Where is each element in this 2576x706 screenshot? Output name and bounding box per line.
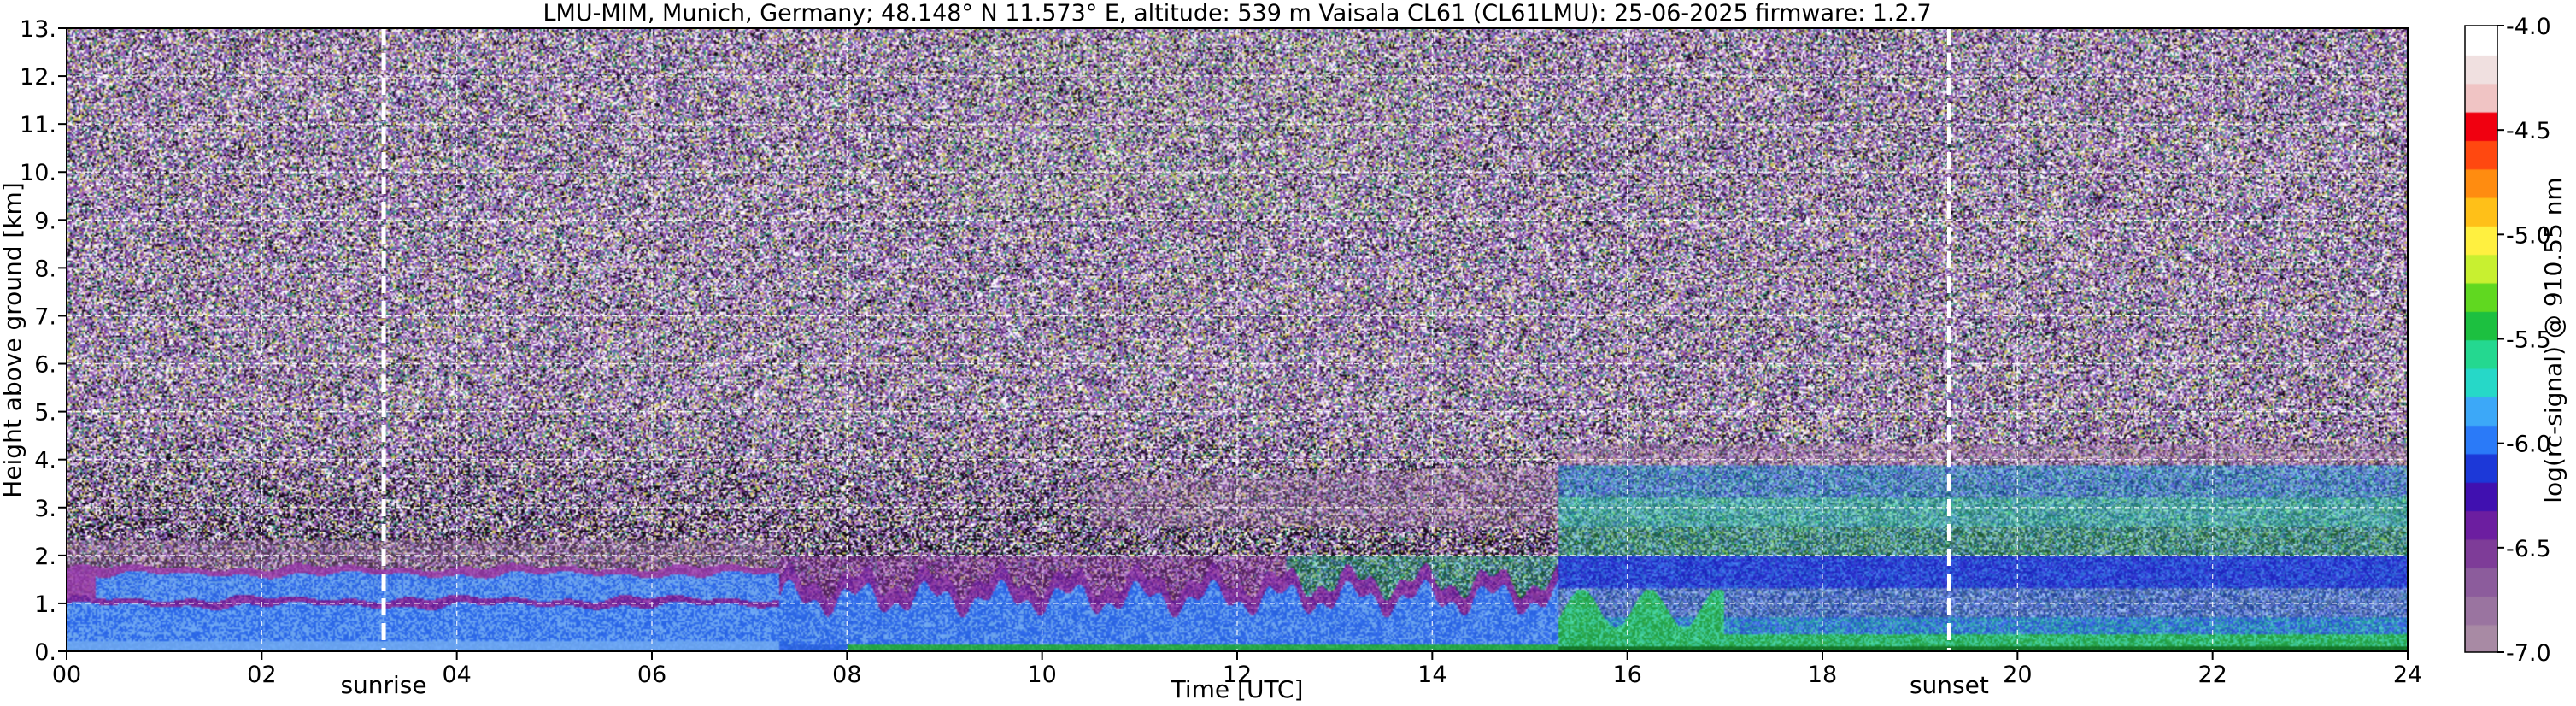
y-ticks: 0. 1. 2. 3. 4. 5. 6. 7. 8. 9. 10. 11. 12. 13.: [20, 16, 67, 666]
colorbar-tick-label: -5.0: [2506, 222, 2551, 249]
x-tick-label: 08: [832, 662, 861, 688]
x-tick-label: 18: [1808, 662, 1837, 688]
x-tick-label: 22: [2198, 662, 2227, 688]
colorbar-ticks: -7.0 -6.5 -6.0 -5.5 -5.0 -4.5 -4.0: [2497, 14, 2551, 667]
y-tick-label: 10.: [20, 160, 56, 186]
colorbar-tick-label: -6.5: [2506, 536, 2551, 562]
y-tick-label: 2.: [34, 544, 56, 570]
colorbar-tick-label: -4.5: [2506, 118, 2551, 144]
y-tick-label: 8.: [34, 256, 56, 282]
y-axis-label: Height above ground [km]: [0, 182, 26, 498]
grid-lines: [67, 28, 2408, 651]
colorbar-label: log(rc-signal) @ 910.55 nm: [2539, 177, 2567, 503]
x-tick-label: 06: [637, 662, 666, 688]
y-tick-label: 13.: [20, 16, 56, 43]
colorbar-frame: [2464, 25, 2498, 653]
sun-markers: [381, 28, 1951, 651]
y-tick-label: 5.: [34, 400, 56, 427]
colorbar-tick-label: -7.0: [2506, 640, 2551, 667]
chart-title: LMU-MIM, Munich, Germany; 48.148° N 11.5…: [543, 0, 1931, 26]
x-tick-label: 14: [1417, 662, 1446, 688]
x-tick-label: 20: [2003, 662, 2032, 688]
y-tick-label: 7.: [34, 303, 56, 330]
x-tick-label: 04: [442, 662, 471, 688]
x-tick-label: 16: [1612, 662, 1641, 688]
y-tick-label: 12.: [20, 64, 56, 91]
sunset-label: sunset: [1910, 671, 1989, 699]
y-tick-label: 1.: [34, 591, 56, 618]
y-tick-label: 11.: [20, 112, 56, 138]
x-tick-label: 02: [247, 662, 276, 688]
x-tick-label: 00: [52, 662, 81, 688]
y-tick-label: 0.: [34, 639, 56, 666]
sunrise-label: sunrise: [340, 671, 426, 699]
colorbar-tick-label: -6.0: [2506, 432, 2551, 458]
x-tick-label: 10: [1027, 662, 1056, 688]
x-axis-label: Time [UTC]: [1171, 675, 1304, 703]
x-tick-label: 12: [1223, 662, 1252, 688]
colorbar-tick-label: -4.0: [2506, 14, 2551, 40]
y-tick-label: 6.: [34, 352, 56, 379]
x-tick-label: 24: [2393, 662, 2422, 688]
y-tick-label: 3.: [34, 496, 56, 522]
y-tick-label: 4.: [34, 448, 56, 474]
colorbar-tick-label: -5.5: [2506, 327, 2551, 354]
y-tick-label: 9.: [34, 208, 56, 234]
colorbar-gradient: [2465, 26, 2497, 652]
x-ticks: sunrise sunset 00 02 04 06 08 10 12 14 16 18 20 22 24: [52, 651, 2422, 699]
